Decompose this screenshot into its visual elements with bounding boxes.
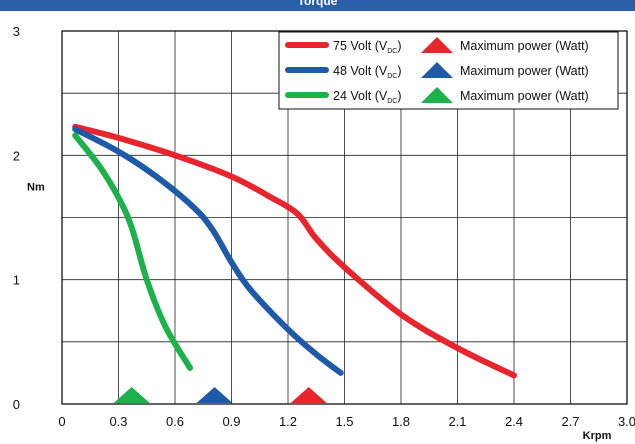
x-tick-label: 2.4 [505,414,523,429]
series-line-2 [72,126,344,376]
x-tick-label: 0.6 [166,414,184,429]
x-tick-label: 1.8 [392,414,410,429]
plot-frame [61,30,628,405]
grid [62,31,627,404]
max-power-marker-2 [196,387,233,403]
x-tick-label: 0.9 [222,414,240,429]
legend: 75 Volt (VDC) Maximum power (Watt) 48 Volt… [278,31,619,110]
x-tick-label: 2.7 [561,414,579,429]
legend-marker-label-3: Maximum power (Watt) [460,89,589,103]
legend-marker-label-2: Maximum power (Watt) [460,64,589,78]
x-axis-label: Krpm [583,430,612,442]
y-tick-label: 0 [13,397,20,412]
legend-series-label-2: 48 Volt (VDC) [333,64,402,80]
max-power-marker-3 [113,387,150,403]
x-tick-label: 1.2 [279,414,297,429]
series-line-1 [72,123,517,379]
x-tick-label: 0.3 [109,414,127,429]
legend-series-label-3: 24 Volt (VDC) [333,89,402,105]
legend-marker-label-1: Maximum power (Watt) [460,39,589,53]
legend-marker-3 [421,87,453,103]
legend-marker-2 [421,62,453,78]
y-tick-label: 3 [13,24,20,39]
legend-box [278,31,619,110]
y-tick-labels: 0 1 2 3 [13,24,20,412]
axes [61,30,628,405]
title-bar-caption: Torque [297,0,338,8]
y-tick-label: 1 [13,273,20,288]
series-lines [72,123,517,379]
y-tick-label: 2 [13,148,20,163]
x-tick-label: 2.1 [448,414,466,429]
title-bar: Torque [0,0,635,11]
max-power-marker-1 [290,387,327,403]
legend-marker-1 [421,37,453,53]
max-power-markers [113,387,327,403]
x-tick-labels: 0 0.3 0.6 0.9 1.2 1.5 1.8 2.1 2.4 2.7 3.0 [58,414,635,429]
x-tick-label: 0 [58,414,65,429]
y-axis-label: Nm [27,181,45,193]
x-tick-label: 3.0 [618,414,635,429]
legend-series-label-1: 75 Volt (VDC) [333,39,402,55]
series-line-3 [72,132,194,371]
x-tick-label: 1.5 [335,414,353,429]
